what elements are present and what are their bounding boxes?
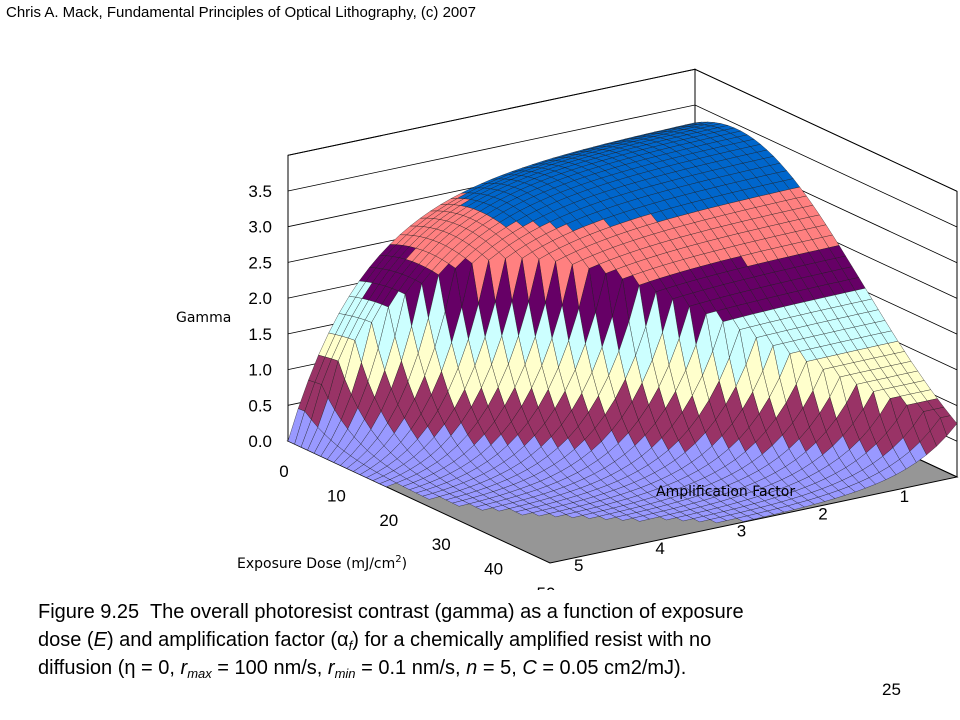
z-axis-label: Gamma [176,310,231,326]
surface-chart: 0.0 0.5 1.0 1.5 2.0 2.5 3.0 3.5 0 10 20 30 40 50 0 1 2… [176,68,959,590]
caption-line-3: diffusion (η = 0, rmax = 100 nm/s, rmin … [38,657,687,681]
surface-mesh [287,121,958,524]
z-tick-labels: 0.0 0.5 1.0 1.5 2.0 2.5 3.0 3.5 [248,182,272,451]
x-tick-label: 50 [537,584,556,590]
surface-cell [736,515,755,522]
z-tick-label: 2.0 [248,289,272,308]
y-axis-label: Amplification Factor [656,484,795,500]
y-tick-label: 1 [900,487,909,506]
caption-line-2: dose (E) and amplification factor (αf) f… [38,629,712,653]
x-tick-label: 20 [379,511,398,530]
y-tick-label: 2 [818,504,827,523]
z-tick-label: 3.0 [248,218,272,237]
caption-line-1: Figure 9.25 The overall photoresist cont… [38,601,744,623]
y-tick-label: 4 [655,539,664,558]
y-tick-label: 5 [574,556,583,575]
z-tick-label: 2.5 [248,253,272,272]
z-tick-label: 3.5 [248,182,272,201]
x-axis-label: Exposure Dose (mJ/cm2) [237,554,407,572]
surface-cell [632,515,651,522]
x-tick-label: 30 [432,535,451,554]
z-gridline [287,68,958,192]
z-tick-label: 0.0 [248,432,272,451]
z-gridline [287,104,958,228]
surface-cell [709,517,728,524]
header-citation: Chris A. Mack, Fundamental Principles of… [6,4,476,21]
figure-caption: Figure 9.25 The overall photoresist cont… [38,598,918,682]
z-tick-label: 0.5 [248,396,272,415]
x-tick-label: 40 [484,560,503,579]
z-tick-label: 1.0 [248,361,272,380]
z-tick-label: 1.5 [248,325,272,344]
x-tick-label: 0 [279,462,288,481]
page-number: 25 [882,680,901,699]
y-tick-label: 3 [737,522,746,541]
x-tick-label: 10 [327,486,346,505]
x-tick-labels: 0 10 20 30 40 50 [279,462,555,590]
